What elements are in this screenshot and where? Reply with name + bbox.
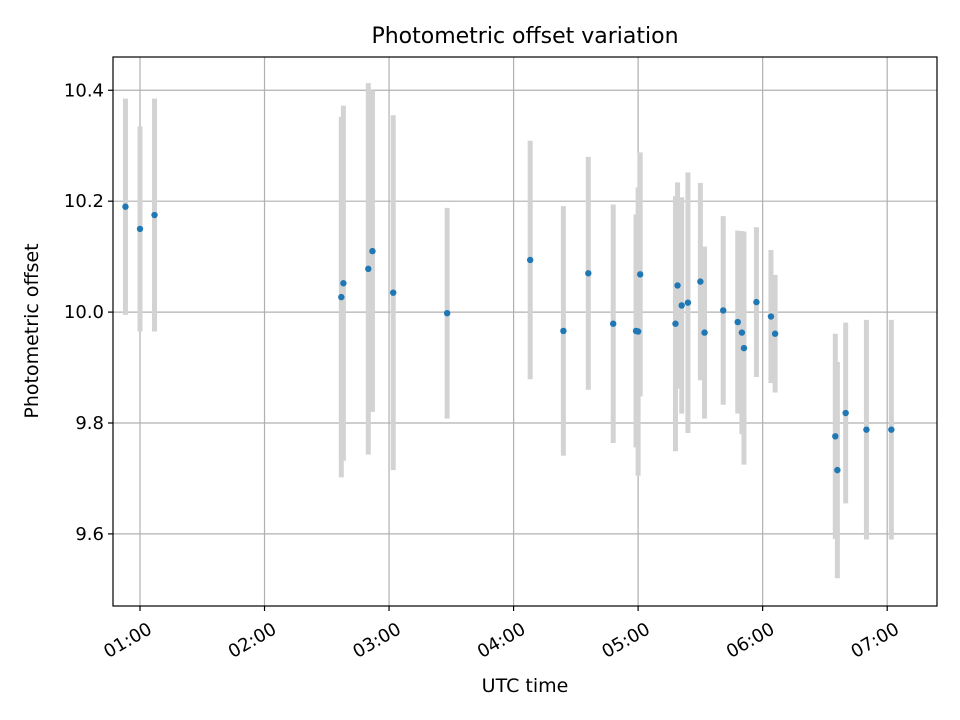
data-point bbox=[151, 211, 158, 219]
data-point bbox=[340, 280, 347, 287]
data-point bbox=[634, 328, 642, 335]
x-tick-label: 07:00 bbox=[847, 619, 902, 663]
y-tick-label: 10.0 bbox=[64, 302, 104, 323]
data-point bbox=[771, 330, 779, 337]
data-point bbox=[672, 320, 679, 327]
data-point bbox=[701, 329, 708, 336]
data-point bbox=[738, 329, 746, 336]
x-axis-label: UTC time bbox=[482, 675, 569, 697]
data-point bbox=[678, 302, 685, 309]
grid-lines bbox=[113, 57, 937, 606]
data-point bbox=[526, 256, 534, 264]
x-axis-ticks: 01:00 02:00 03:00 04:00 05:00 06:00 07:00 bbox=[100, 606, 903, 663]
data-point bbox=[740, 344, 748, 352]
data-point bbox=[734, 318, 741, 326]
data-point bbox=[697, 278, 704, 285]
data-point bbox=[369, 247, 376, 255]
x-tick-label: 02:00 bbox=[225, 619, 280, 663]
data-point bbox=[136, 225, 144, 233]
data-point bbox=[684, 299, 692, 306]
data-point bbox=[636, 271, 644, 278]
x-tick-label: 01:00 bbox=[100, 619, 155, 663]
x-tick-label: 04:00 bbox=[474, 619, 529, 663]
data-points bbox=[122, 203, 895, 474]
data-point bbox=[122, 203, 129, 210]
data-point bbox=[610, 320, 617, 327]
data-point bbox=[767, 313, 775, 320]
chart-title: Photometric offset variation bbox=[371, 24, 678, 49]
data-point bbox=[443, 310, 451, 317]
y-tick-label: 9.6 bbox=[75, 524, 104, 545]
y-tick-label: 10.2 bbox=[64, 191, 104, 212]
data-point bbox=[720, 307, 727, 314]
data-point bbox=[390, 289, 397, 296]
error-bars bbox=[122, 83, 894, 579]
data-point bbox=[753, 298, 760, 306]
plot-frame bbox=[112, 56, 938, 607]
y-tick-label: 10.4 bbox=[64, 80, 104, 101]
data-point bbox=[560, 327, 567, 335]
y-tick-label: 9.8 bbox=[75, 413, 104, 434]
data-point bbox=[832, 433, 839, 440]
data-point bbox=[674, 282, 681, 289]
data-point bbox=[365, 265, 372, 273]
x-tick-label: 06:00 bbox=[723, 619, 778, 663]
y-axis-label: Photometric offset bbox=[21, 243, 43, 418]
x-tick-label: 05:00 bbox=[598, 619, 653, 663]
data-point bbox=[842, 409, 849, 417]
data-point bbox=[888, 426, 895, 433]
data-point bbox=[338, 293, 345, 301]
data-point bbox=[834, 466, 841, 474]
data-point bbox=[585, 270, 592, 277]
data-point bbox=[863, 426, 870, 433]
y-axis-ticks: 9.6 9.8 10.0 10.2 10.4 bbox=[64, 80, 113, 545]
x-tick-label: 03:00 bbox=[349, 619, 404, 663]
